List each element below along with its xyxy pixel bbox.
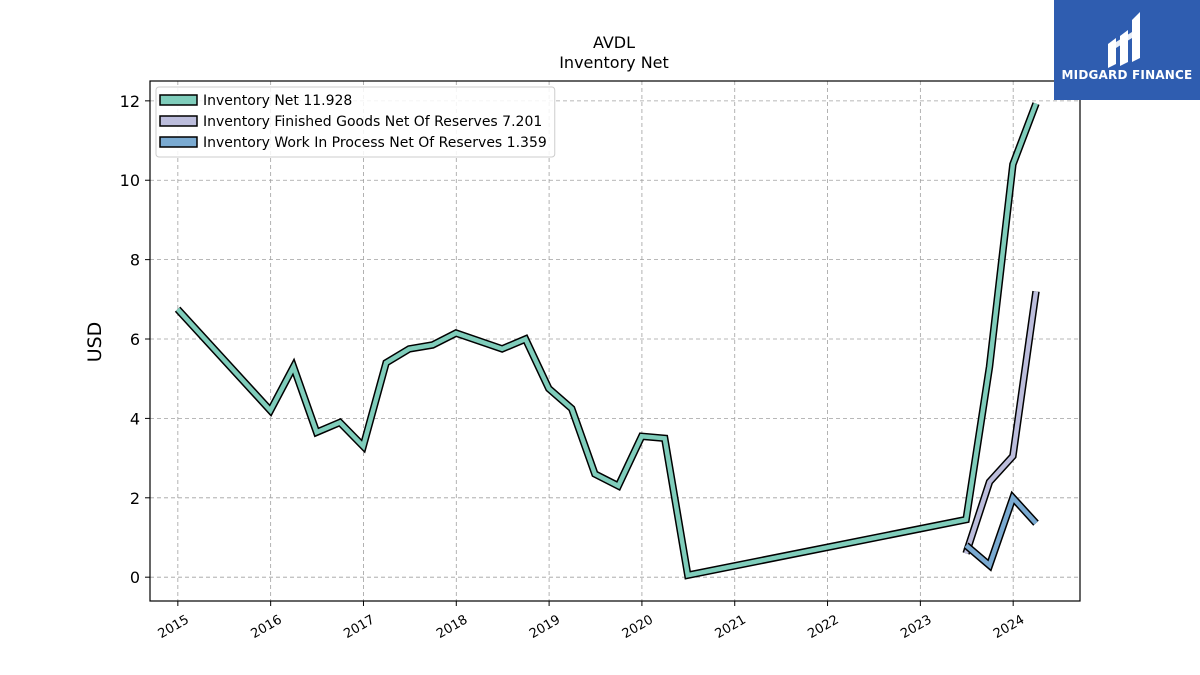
x-tick-label: 2017 — [341, 612, 377, 642]
y-tick-label: 10 — [120, 171, 140, 190]
x-tick-label: 2016 — [248, 612, 284, 642]
y-tick-label: 12 — [120, 92, 140, 111]
x-tick-label: 2015 — [156, 612, 192, 642]
legend-swatch-2 — [159, 115, 198, 127]
chart-title: AVDL — [593, 33, 635, 52]
series-layer — [174, 102, 1040, 580]
y-tick-label: 0 — [130, 568, 140, 587]
chart-subtitle: Inventory Net — [559, 53, 669, 72]
series-line-2 — [963, 291, 1039, 555]
y-tick-label: 8 — [130, 251, 140, 270]
legend-entry-1: Inventory Net 11.928 — [203, 93, 352, 109]
brand-name: MIDGARD FINANCE — [1061, 68, 1193, 82]
legend-swatch-1 — [159, 94, 198, 106]
legend-entry-2: Inventory Finished Goods Net Of Reserves… — [203, 114, 542, 130]
x-tick-label: 2021 — [713, 612, 749, 642]
y-axis-label: USD — [84, 322, 106, 363]
x-tick-label: 2020 — [620, 612, 656, 642]
legend-entry-3: Inventory Work In Process Net Of Reserve… — [203, 135, 547, 151]
x-tick-label: 2018 — [434, 612, 470, 642]
x-tick-label: 2019 — [527, 612, 563, 642]
grid — [150, 81, 1080, 601]
midgard-logo-icon — [1108, 12, 1140, 68]
axis-ticks: 2015 2016 2017 2018 2019 2020 2021 2022 2023 2024… — [120, 92, 1028, 642]
legend: Inventory Net 11.928 Inventory Finished G… — [155, 86, 556, 158]
y-tick-label: 6 — [130, 330, 140, 349]
x-tick-label: 2023 — [898, 612, 934, 642]
x-tick-label: 2022 — [805, 612, 841, 642]
x-tick-label: 2024 — [991, 612, 1027, 642]
series-line-3 — [964, 493, 1038, 570]
brand-logo: MIDGARD FINANCE — [1054, 0, 1200, 100]
series-line-1 — [175, 102, 1039, 578]
y-tick-label: 2 — [130, 489, 140, 508]
y-tick-label: 4 — [130, 409, 140, 428]
legend-swatch-3 — [159, 136, 198, 148]
plot-frame — [149, 80, 1081, 602]
legend-frame — [155, 86, 556, 158]
